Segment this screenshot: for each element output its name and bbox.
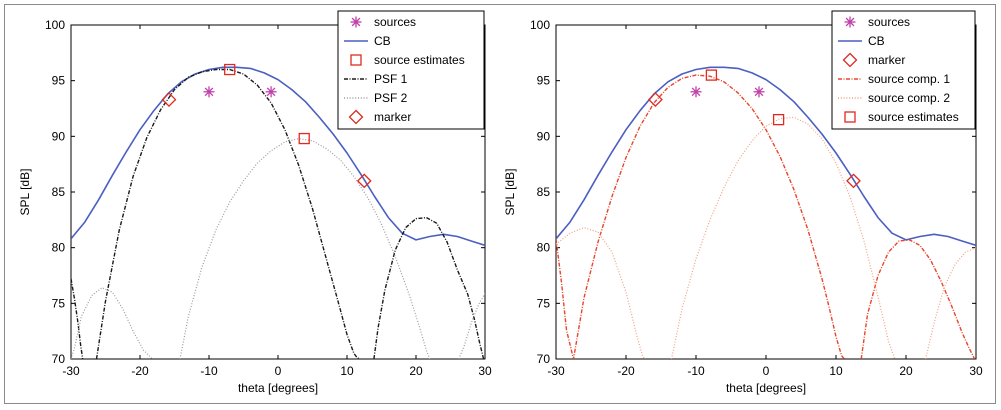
- y-tick-label: 80: [537, 241, 551, 255]
- marker-source-estimates: [298, 132, 310, 145]
- legend-label: PSF 1: [374, 72, 408, 86]
- marker-sources: [690, 86, 702, 98]
- legend-sample-sources: [844, 16, 856, 28]
- marker-sources-stroke: [204, 87, 214, 97]
- series-line-cb: [71, 66, 485, 247]
- marker-sources: [753, 86, 765, 98]
- y-tick-label: 75: [537, 296, 551, 310]
- y-tick-label: 100: [530, 18, 550, 32]
- x-tick-label: 20: [409, 364, 423, 378]
- marker-marker: [647, 92, 663, 108]
- series-line-cb: [556, 66, 976, 247]
- y-tick-label: 100: [45, 18, 65, 32]
- x-tick-label: -10: [200, 364, 218, 378]
- legend-sample-sources-stroke: [845, 17, 855, 27]
- series-line-source-comp-1: [556, 74, 976, 359]
- marker-sources-stroke: [754, 87, 764, 97]
- marker-sources: [265, 86, 277, 98]
- x-tick-label: -30: [62, 364, 80, 378]
- legend-sample-marker: [348, 109, 364, 125]
- x-tick-label: 10: [829, 364, 843, 378]
- legend-label: sources: [374, 15, 416, 29]
- x-tick-label: 20: [899, 364, 913, 378]
- series-line-source-comp-2: [556, 116, 976, 359]
- y-tick-label: 90: [537, 129, 551, 143]
- marker-source-estimates: [224, 63, 236, 76]
- legend-label: source comp. 2: [868, 91, 950, 105]
- legend-label: source estimates: [868, 110, 959, 124]
- legend-sample-source-estimates: [844, 111, 856, 123]
- marker-marker: [161, 92, 177, 108]
- y-tick-label: 95: [52, 74, 66, 88]
- series-line-psf-1: [71, 68, 485, 359]
- legend-label: sources: [868, 15, 910, 29]
- y-tick-label: 90: [52, 129, 66, 143]
- marker-marker: [356, 173, 372, 189]
- legend-sample-sources-stroke: [351, 17, 361, 27]
- x-tick-label: -10: [687, 364, 705, 378]
- marker-source-estimates: [705, 69, 718, 81]
- legend-label: CB: [868, 34, 885, 48]
- marker-sources-stroke: [266, 87, 276, 97]
- legend-sample-marker: [842, 52, 858, 68]
- x-tick-label: 30: [969, 364, 983, 378]
- y-tick-label: 70: [537, 352, 551, 366]
- legend-label: CB: [374, 34, 391, 48]
- legend-label: marker: [374, 110, 411, 124]
- series-line-psf-2: [71, 138, 485, 359]
- y-tick-label: 85: [537, 185, 551, 199]
- x-tick-label: -20: [131, 364, 149, 378]
- legend-sample-source-estimates: [350, 54, 362, 66]
- legend: sources CB marker source comp. 1 source comp…: [831, 10, 976, 130]
- marker-marker: [846, 173, 861, 189]
- chart-panel-left: -30 -20 -10 0 10 20 30 70 75 80 85 90 95 100 theta [de…: [18, 10, 492, 395]
- figure-frame: -30 -20 -10 0 10 20 30 70 75 80 85 90 95 100 theta [de…: [4, 4, 996, 404]
- x-tick-label: -30: [547, 364, 565, 378]
- y-axis-label: SPL [dB]: [503, 169, 517, 216]
- legend-label: source comp. 1: [868, 72, 950, 86]
- marker-sources: [203, 86, 215, 98]
- y-axis-label: SPL [dB]: [18, 169, 32, 216]
- x-tick-label: 30: [478, 364, 492, 378]
- legend: sources CB source estimates PSF 1 PSF 2 marke…: [337, 10, 485, 130]
- x-axis-label: theta [degrees]: [238, 381, 318, 395]
- x-axis-label: theta [degrees]: [726, 381, 806, 395]
- marker-sources-stroke: [691, 87, 701, 97]
- legend-label: source estimates: [374, 53, 465, 67]
- legend-box: [831, 10, 976, 130]
- y-tick-label: 80: [52, 241, 66, 255]
- legend-sample-sources: [350, 16, 362, 28]
- x-tick-label: -20: [617, 364, 635, 378]
- x-tick-label: 0: [275, 364, 282, 378]
- legend-label: PSF 2: [374, 91, 408, 105]
- y-tick-label: 70: [52, 352, 66, 366]
- marker-source-estimates: [772, 113, 785, 126]
- x-tick-label: 0: [763, 364, 770, 378]
- y-tick-label: 75: [52, 296, 66, 310]
- chart-panel-right: -30 -20 -10 0 10 20 30 70 75 80 85 90 95 100 theta [de…: [503, 10, 983, 395]
- y-tick-label: 85: [52, 185, 66, 199]
- plot-lines: [71, 66, 485, 359]
- plot-lines: [556, 66, 976, 359]
- legend-box: [337, 10, 485, 130]
- legend-label: marker: [868, 53, 905, 67]
- y-tick-label: 95: [537, 74, 551, 88]
- x-tick-label: 10: [340, 364, 354, 378]
